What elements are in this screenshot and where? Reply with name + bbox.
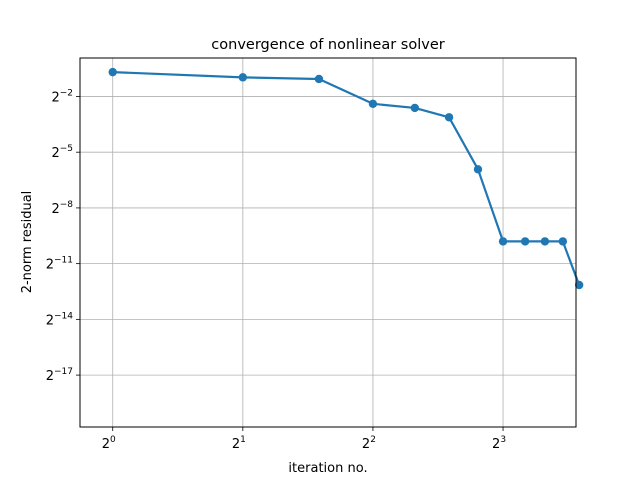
data-point (520, 237, 530, 246)
data-point (540, 237, 550, 246)
x-tick-label: 23 (492, 435, 506, 452)
grid (80, 58, 576, 427)
data-point (558, 237, 568, 246)
data-point (108, 67, 117, 77)
x-tick-label: 22 (362, 435, 376, 452)
data-point (498, 237, 508, 246)
y-tick-label: 2−8 (51, 200, 73, 217)
data-point (444, 113, 454, 122)
y-axis-label: 2-norm residual (20, 191, 35, 294)
data-point (314, 74, 324, 84)
x-tick-label: 21 (232, 435, 246, 452)
data-point (473, 165, 483, 174)
data-point (368, 99, 378, 109)
plot-frame (79, 57, 577, 428)
series-layer (108, 67, 584, 290)
y-tick-label: 2−14 (46, 311, 74, 328)
y-tick-label: 2−17 (46, 367, 73, 384)
data-point (574, 280, 584, 290)
y-tick-label: 2−11 (46, 256, 73, 273)
data-point (238, 73, 248, 82)
chart-title: convergence of nonlinear solver (211, 37, 444, 53)
tick-layer: 20 21 22 23 2−2 2−5 2−8 2−11 2−14 2−17 (46, 88, 506, 452)
data-point (410, 103, 420, 113)
x-axis-label: iteration no. (288, 461, 367, 476)
y-tick-label: 2−5 (51, 144, 73, 161)
y-tick-label: 2−2 (51, 88, 73, 105)
x-tick-label: 20 (102, 435, 116, 452)
